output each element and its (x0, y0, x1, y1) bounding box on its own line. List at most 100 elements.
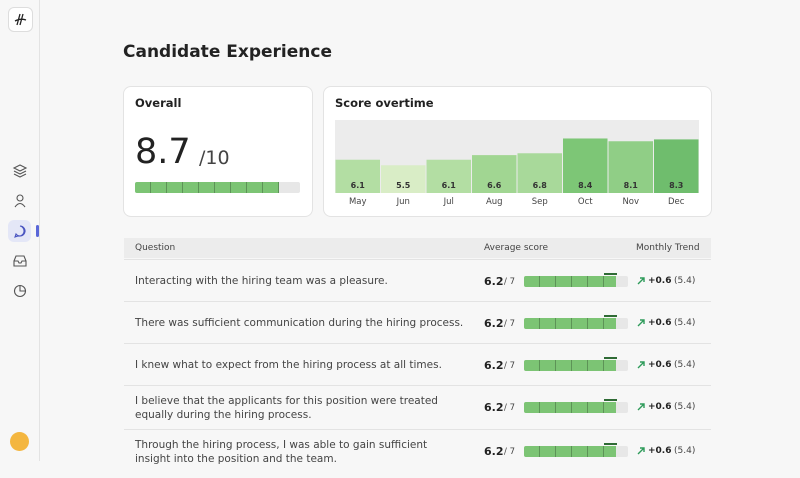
previous-score: (5.4) (674, 402, 696, 412)
value-label: 5.5 (396, 181, 411, 190)
value-label: 8.3 (669, 181, 683, 190)
avatar[interactable] (10, 432, 29, 451)
bar (608, 141, 653, 193)
overall-track (135, 182, 300, 193)
question: Through the hiring process, I was able t… (135, 439, 428, 465)
score-track (524, 446, 628, 457)
previous-score: (5.4) (674, 276, 696, 286)
trend-arrow (637, 361, 645, 369)
x-tick-label: Jun (396, 197, 410, 207)
question: There was sufficient communication durin… (135, 317, 464, 329)
score-track (524, 402, 628, 413)
question: I knew what to expect from the hiring pr… (135, 359, 442, 371)
score-bar (524, 446, 617, 457)
card-title: Overall (135, 96, 182, 110)
score-marker (604, 443, 618, 445)
trend-arrow (637, 277, 645, 285)
logo[interactable] (8, 7, 33, 32)
logo-mark (14, 13, 27, 26)
bar (381, 165, 426, 193)
trend: +0.6 (648, 276, 672, 286)
value-label: 6.1 (351, 181, 366, 190)
overall-out-of: /10 (199, 147, 230, 169)
score-out-of: / 7 (504, 277, 515, 287)
table-row: Interacting with the hiring team was a p… (124, 259, 711, 302)
trend-arrow (637, 447, 645, 455)
score-bar (524, 360, 617, 371)
previous-score: (5.4) (674, 446, 696, 456)
pie-icon[interactable] (10, 281, 30, 301)
bar (654, 139, 699, 193)
value-label: 8.1 (624, 181, 639, 190)
table-row: Through the hiring process, I was able t… (124, 429, 711, 478)
x-tick-label: Nov (622, 197, 639, 207)
average-score: 6.2 (484, 317, 504, 330)
value-label: 6.6 (487, 181, 502, 190)
x-tick-label: Aug (486, 197, 503, 207)
average-score: 6.2 (484, 359, 504, 372)
value-label: 8.4 (578, 181, 593, 190)
value-label: 6.1 (442, 181, 457, 190)
score-out-of: / 7 (504, 361, 515, 371)
table-row: I knew what to expect from the hiring pr… (124, 343, 711, 386)
score-out-of: / 7 (504, 319, 515, 329)
overall-card: Overall 8.7 /10 (123, 86, 313, 217)
question: Interacting with the hiring team was a p… (135, 275, 388, 287)
trend: +0.6 (648, 446, 672, 456)
table-header: Question Average score Monthly Trend (124, 238, 711, 258)
inbox-icon[interactable] (10, 251, 30, 271)
previous-score: (5.4) (674, 360, 696, 370)
average-score: 6.2 (484, 445, 504, 458)
score-marker (604, 315, 618, 317)
bar (563, 138, 608, 193)
nav-indicator (36, 225, 39, 237)
overall-score: 8.7 (135, 132, 191, 172)
bar (472, 155, 517, 193)
x-tick-label: May (349, 197, 367, 207)
chart-card: Score overtime 6.1 May 5.5 Jun 6.1 Jul 6.6 Aug 6… (323, 86, 712, 217)
x-tick-label: Dec (668, 197, 685, 207)
trend: +0.6 (648, 318, 672, 328)
average-score: 6.2 (484, 275, 504, 288)
score-out-of: / 7 (504, 447, 515, 457)
score-bar (524, 402, 617, 413)
question: I believe that the applicants for this p… (135, 395, 438, 421)
column-header: Question (135, 243, 176, 253)
bar (335, 159, 380, 193)
value-label: 6.8 (533, 181, 548, 190)
chart-title: Score overtime (335, 96, 434, 110)
table-row: There was sufficient communication durin… (124, 301, 711, 344)
x-tick-label: Oct (578, 197, 593, 207)
page: {"header": {"title": "Candidate Experien… (0, 0, 712, 465)
active-nav[interactable] (8, 220, 31, 242)
overall-bar (135, 182, 279, 193)
score-track (524, 276, 628, 287)
page-title: Candidate Experience (123, 42, 332, 62)
trend-arrow (637, 319, 645, 327)
bar (517, 153, 562, 193)
user-icon[interactable] (10, 191, 30, 211)
table-row: I believe that the applicants for this p… (124, 385, 711, 430)
score-out-of: / 7 (504, 403, 515, 413)
trend-arrow (637, 403, 645, 411)
score-marker (604, 399, 618, 401)
score-marker (604, 273, 618, 275)
trend: +0.6 (648, 360, 672, 370)
x-tick-label: Jul (443, 197, 454, 207)
trend: +0.6 (648, 402, 672, 412)
column-header: Monthly Trend (636, 243, 700, 253)
previous-score: (5.4) (674, 318, 696, 328)
layers-icon[interactable] (10, 161, 30, 181)
x-tick-label: Sep (532, 197, 548, 207)
score-track (524, 318, 628, 329)
chat-icon[interactable] (10, 221, 30, 241)
chart: 6.1 May 5.5 Jun 6.1 Jul 6.6 Aug 6.8 Sep 8.4 Oct 8.1 N… (335, 120, 699, 207)
average-score: 6.2 (484, 401, 504, 414)
bar (426, 159, 471, 193)
score-track (524, 360, 628, 371)
sidebar (0, 0, 40, 461)
column-header: Average score (484, 243, 549, 253)
score-marker (604, 357, 618, 359)
score-bar (524, 276, 617, 287)
score-bar (524, 318, 617, 329)
